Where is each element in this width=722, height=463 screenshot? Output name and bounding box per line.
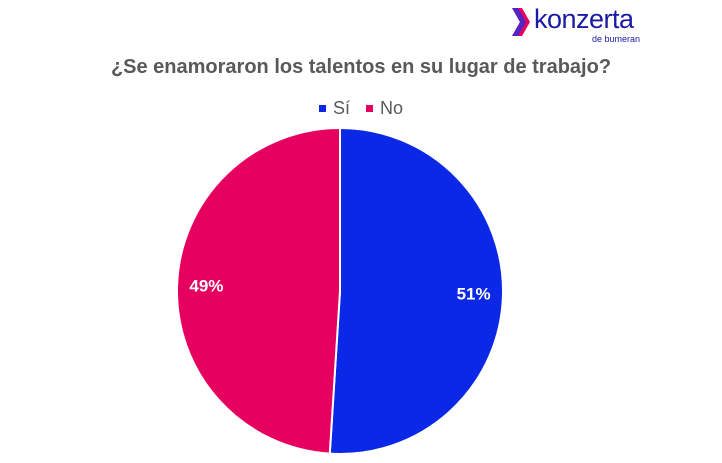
legend-label-no: No	[380, 98, 404, 118]
logo-brand-text: konzerta	[534, 4, 634, 34]
konzerta-logo: konzerta de bumeran	[510, 4, 660, 44]
pie-slice-no	[176, 126, 341, 455]
legend-item-no: No	[366, 98, 403, 119]
legend-swatch-si	[318, 105, 326, 112]
legend-label-si: Sí	[332, 98, 350, 118]
pie-label-si: 51%	[457, 285, 491, 304]
chart-legend: Sí No	[0, 98, 722, 119]
chart-title: ¿Se enamoraron los talentos en su lugar …	[110, 56, 612, 78]
legend-item-si: Sí	[318, 98, 350, 119]
pie-slice-si	[328, 126, 504, 455]
pie-label-no: 49%	[189, 276, 223, 295]
legend-swatch-no	[366, 105, 373, 112]
logo-sub-text: de bumeran	[592, 34, 641, 44]
konzerta-chevron-icon	[512, 8, 530, 36]
